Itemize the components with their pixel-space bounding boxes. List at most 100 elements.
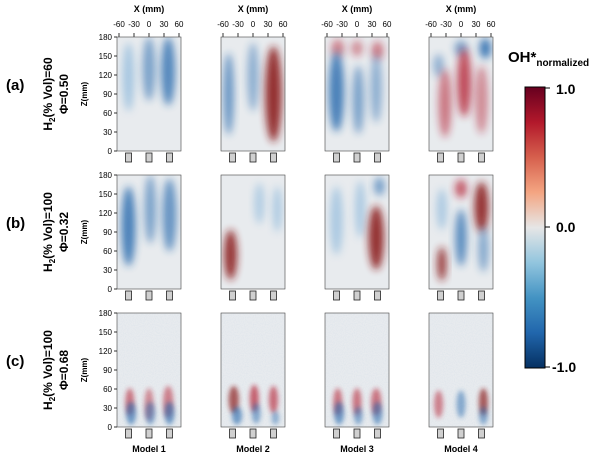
row-h2-label: H2(% Vol)=100: [41, 330, 57, 410]
intensity-region: [331, 39, 345, 58]
field-panel: [116, 174, 182, 301]
x-axis-label: X (mm): [446, 4, 477, 14]
nozzle-icon: [249, 152, 257, 163]
x-tick-label: 60: [487, 20, 496, 29]
intensity-region: [352, 65, 365, 134]
intensity-region: [125, 401, 137, 425]
nozzle-icon: [457, 152, 465, 163]
y-tick-label: 180: [99, 171, 113, 180]
nozzle-icon: [270, 152, 277, 163]
y-tick-label: 0: [108, 285, 113, 294]
nozzle-icon: [353, 152, 361, 163]
nozzle-icon: [374, 152, 381, 163]
y-tick-label: 90: [103, 90, 112, 99]
intensity-region: [145, 401, 156, 425]
x-tick-label: 0: [251, 20, 256, 29]
row-label: (c): [6, 353, 24, 370]
intensity-region: [368, 205, 384, 270]
nozzle-icon: [229, 428, 236, 439]
x-tick-label: 0: [355, 20, 360, 29]
x-tick-label: -30: [336, 20, 348, 29]
intensity-region: [370, 54, 382, 123]
intensity-region: [456, 390, 466, 418]
intensity-region: [351, 40, 363, 57]
nozzle-icon: [353, 428, 361, 439]
x-tick-label: -30: [128, 20, 140, 29]
intensity-region: [372, 401, 383, 425]
intensity-region: [474, 181, 489, 232]
y-tick-label: 0: [108, 423, 113, 432]
nozzle-icon: [249, 290, 257, 301]
nozzle-icon: [270, 428, 277, 439]
intensity-region: [251, 403, 261, 424]
intensity-region: [478, 226, 489, 272]
model-label: Model 2: [236, 444, 270, 454]
nozzle-icon: [437, 152, 444, 163]
y-tick-label: 180: [99, 309, 113, 318]
intensity-region: [355, 180, 366, 238]
x-tick-label: 30: [472, 20, 481, 29]
x-tick-label: -60: [425, 20, 437, 29]
y-tick-label: 30: [103, 128, 112, 137]
y-tick-label: 120: [99, 71, 113, 80]
nozzle-icon: [125, 290, 132, 301]
intensity-region: [475, 65, 488, 134]
nozzle-icon: [229, 152, 236, 163]
y-tick-label: 150: [99, 52, 113, 61]
y-axis-label: Z(mm): [80, 219, 89, 244]
x-tick-label: 30: [368, 20, 377, 29]
nozzle-icon: [374, 428, 381, 439]
intensity-region: [228, 385, 239, 414]
colorbar-tick-zero: 0.0: [556, 219, 576, 235]
colorbar-title: OH*normalized: [508, 49, 589, 69]
intensity-region: [438, 68, 452, 138]
y-tick-label: 30: [103, 404, 112, 413]
intensity-region: [224, 229, 238, 280]
intensity-region: [269, 385, 278, 414]
y-tick-label: 0: [108, 147, 113, 156]
y-tick-label: 150: [99, 190, 113, 199]
intensity-region: [333, 401, 345, 425]
nozzle-icon: [333, 152, 340, 163]
colorbar-tick-min: -1.0: [552, 359, 576, 375]
intensity-region: [437, 246, 447, 282]
intensity-region: [271, 411, 280, 425]
x-tick-label: 0: [147, 20, 152, 29]
x-tick-label: 60: [383, 20, 392, 29]
intensity-region: [161, 37, 176, 106]
intensity-region: [247, 42, 259, 112]
intensity-region: [353, 406, 363, 425]
nozzle-icon: [145, 428, 153, 439]
intensity-region: [457, 48, 472, 117]
nozzle-icon: [437, 428, 444, 439]
nozzle-icon: [333, 290, 340, 301]
nozzle-icon: [333, 428, 340, 439]
x-tick-label: 60: [279, 20, 288, 29]
intensity-region: [478, 406, 488, 425]
x-tick-label: -60: [217, 20, 229, 29]
intensity-region: [223, 52, 234, 136]
intensity-region: [231, 406, 243, 425]
intensity-region: [328, 51, 345, 132]
y-tick-label: 120: [99, 347, 113, 356]
nozzle-icon: [125, 152, 132, 163]
field-panel: [220, 36, 286, 163]
x-tick-label: 60: [175, 20, 184, 29]
nozzle-icon: [166, 428, 173, 439]
intensity-region: [144, 175, 157, 244]
y-tick-label: 30: [103, 266, 112, 275]
intensity-region: [330, 186, 343, 255]
intensity-region: [434, 390, 444, 418]
y-tick-label: 180: [99, 33, 113, 42]
field-panel: [116, 312, 182, 439]
y-tick-label: 90: [103, 366, 112, 375]
intensity-region: [272, 186, 282, 232]
nozzle-icon: [374, 290, 381, 301]
nozzle-icon: [353, 290, 361, 301]
intensity-region: [436, 188, 447, 230]
x-tick-label: -60: [321, 20, 333, 29]
colorbar: OH*normalized 1.0 0.0 -1.0: [508, 49, 589, 375]
x-tick-label: -30: [232, 20, 244, 29]
y-axis-label: Z(mm): [80, 81, 89, 106]
